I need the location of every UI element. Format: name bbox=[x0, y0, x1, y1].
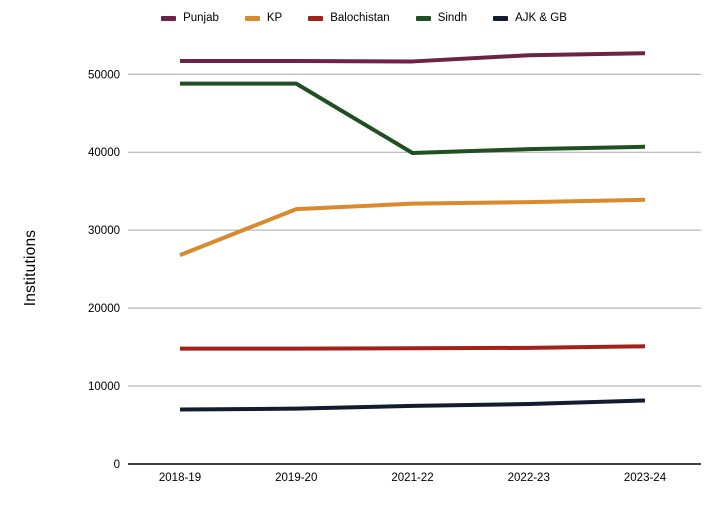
y-tick-label: 0 bbox=[114, 459, 120, 471]
y-tick-label: 20000 bbox=[88, 303, 120, 315]
legend-label-ajk-gb: AJK & GB bbox=[515, 12, 567, 24]
y-tick-label: 40000 bbox=[88, 147, 120, 159]
legend-item-balochistan: Balochistan bbox=[308, 12, 390, 24]
series-line-balochistan bbox=[180, 344, 646, 351]
series-line-punjab bbox=[180, 51, 646, 64]
y-tick-label: 10000 bbox=[88, 381, 120, 393]
x-tick-label: 2019-20 bbox=[275, 472, 317, 484]
legend-label-sindh: Sindh bbox=[437, 12, 468, 24]
legend-swatch-kp bbox=[244, 15, 260, 21]
legend-label-kp: KP bbox=[266, 12, 283, 24]
legend-item-sindh: Sindh bbox=[415, 12, 468, 24]
legend-swatch-balochistan bbox=[308, 15, 324, 21]
series-line-sindh bbox=[180, 81, 646, 156]
x-tick-label: 2023-24 bbox=[624, 472, 667, 484]
legend-swatch-sindh bbox=[415, 15, 431, 21]
x-tick-label: 2018-19 bbox=[159, 472, 201, 484]
legend-label-balochistan: Balochistan bbox=[330, 12, 390, 24]
legend-item-kp: KP bbox=[244, 12, 283, 24]
y-tick-label: 50000 bbox=[88, 69, 120, 81]
legend-item-ajk-gb: AJK & GB bbox=[493, 12, 567, 24]
series-line-ajk-gb bbox=[179, 398, 646, 412]
y-tick-label: 30000 bbox=[88, 225, 120, 237]
x-tick-label: 2021-22 bbox=[391, 472, 433, 484]
chart-legend: Punjab KP Balochistan Sindh AJK & GB bbox=[0, 12, 728, 24]
legend-label-punjab: Punjab bbox=[183, 12, 219, 24]
series-line-kp bbox=[179, 197, 646, 257]
legend-swatch-ajk-gb bbox=[493, 15, 509, 21]
legend-swatch-punjab bbox=[161, 15, 177, 21]
legend-item-punjab: Punjab bbox=[161, 12, 219, 24]
x-tick-label: 2022-23 bbox=[508, 472, 550, 484]
